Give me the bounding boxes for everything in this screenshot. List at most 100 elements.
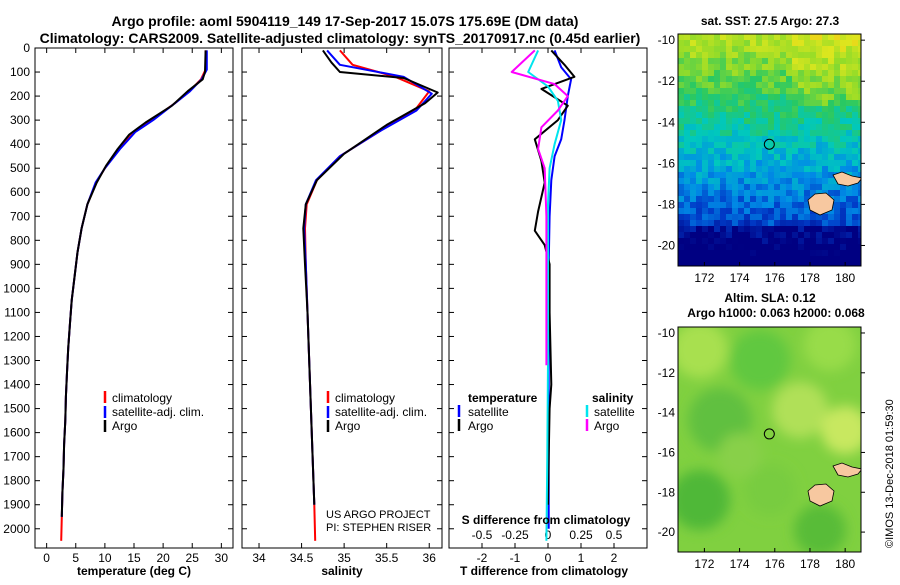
sst-cell: [702, 172, 708, 178]
sst-cell: [846, 262, 852, 266]
sst-cell: [768, 256, 774, 262]
sst-cell: [726, 40, 732, 46]
sst-cell: [738, 52, 744, 58]
legend-label-climatology: climatology: [112, 391, 172, 405]
sst-cell: [858, 226, 861, 232]
sst-cell: [756, 46, 762, 52]
sst-cell: [834, 196, 840, 202]
sst-cell: [714, 76, 720, 82]
sst-cell: [786, 202, 792, 208]
sst-cell: [774, 40, 780, 46]
sst-cell: [774, 124, 780, 130]
sst-cell: [678, 136, 684, 142]
sst-cell: [738, 130, 744, 136]
legend-title-temperature: temperature: [468, 391, 538, 405]
sst-cell: [696, 160, 702, 166]
sst-cell: [696, 190, 702, 196]
lat-tick-label: -16: [658, 156, 676, 170]
sst-cell: [768, 226, 774, 232]
sst-cell: [852, 220, 858, 226]
sst-cell: [732, 232, 738, 238]
sst-cell: [774, 262, 780, 266]
sst-cell: [858, 136, 861, 142]
sst-cell: [858, 172, 861, 178]
sst-cell: [696, 70, 702, 76]
sst-cell: [684, 142, 690, 148]
salinity-profiles: [302, 49, 439, 541]
sst-cell: [852, 142, 858, 148]
sst-cell: [852, 88, 858, 94]
sst-cell: [690, 52, 696, 58]
sst-cell: [678, 220, 684, 226]
sst-cell: [750, 208, 756, 214]
sst-cell: [780, 154, 786, 160]
sst-cell: [846, 256, 852, 262]
sst-cell: [720, 232, 726, 238]
title-line-1: Argo profile: aoml 5904119_149 17-Sep-20…: [112, 13, 579, 29]
sst-cell: [720, 166, 726, 172]
sst-cell: [846, 154, 852, 160]
sst-cell: [858, 142, 861, 148]
sst-cell: [810, 130, 816, 136]
sst-cell: [702, 214, 708, 220]
depth-tick-label: 600: [10, 185, 30, 199]
x-tick-label: 34.5: [290, 551, 314, 565]
sst-cell: [786, 256, 792, 262]
sst-cell: [846, 94, 852, 100]
sst-cell: [852, 148, 858, 154]
sst-cell: [822, 262, 828, 266]
sst-cell: [834, 40, 840, 46]
sst-cell: [696, 142, 702, 148]
sst-cell: [744, 214, 750, 220]
s-tick-label: -0.5: [472, 528, 493, 542]
sst-cell: [792, 232, 798, 238]
sst-cell: [798, 154, 804, 160]
sst-cell: [816, 136, 822, 142]
sst-cell: [810, 148, 816, 154]
sst-cell: [762, 82, 768, 88]
sst-cell: [810, 250, 816, 256]
sst-cell: [750, 40, 756, 46]
sst-cell: [684, 106, 690, 112]
sst-cell: [702, 82, 708, 88]
sst-cell: [744, 52, 750, 58]
sst-cell: [810, 34, 816, 40]
sst-cell: [792, 238, 798, 244]
sst-cell: [738, 154, 744, 160]
sst-cell: [684, 256, 690, 262]
sst-cell: [780, 184, 786, 190]
sst-cell: [756, 52, 762, 58]
sst-cell: [756, 58, 762, 64]
sst-cell: [834, 52, 840, 58]
sst-cell: [738, 208, 744, 214]
sst-cell: [696, 88, 702, 94]
sst-cell: [804, 226, 810, 232]
sst-cell: [816, 52, 822, 58]
sst-cell: [762, 154, 768, 160]
imos-timestamp: ©IMOS 13-Dec-2018 01:59:30: [884, 399, 896, 548]
sst-cell: [768, 64, 774, 70]
sst-cell: [714, 154, 720, 160]
temperature-x-label: temperature (deg C): [77, 564, 191, 578]
sst-cell: [774, 190, 780, 196]
sst-cell: [708, 88, 714, 94]
sst-cell: [852, 130, 858, 136]
sst-cell: [744, 232, 750, 238]
sst-cell: [702, 154, 708, 160]
sst-cell: [768, 100, 774, 106]
sst-cell: [732, 184, 738, 190]
sst-cell: [762, 184, 768, 190]
sst-cell: [852, 82, 858, 88]
sst-cell: [804, 130, 810, 136]
sst-cell: [690, 100, 696, 106]
x-tick-label: -1: [510, 551, 521, 565]
sst-cell: [858, 148, 861, 154]
sst-cell: [786, 172, 792, 178]
sst-cell: [792, 124, 798, 130]
sst-cell: [822, 94, 828, 100]
sst-cell: [786, 82, 792, 88]
sst-cell: [834, 94, 840, 100]
sst-cell: [684, 118, 690, 124]
sst-cell: [726, 184, 732, 190]
sst-cell: [846, 238, 852, 244]
